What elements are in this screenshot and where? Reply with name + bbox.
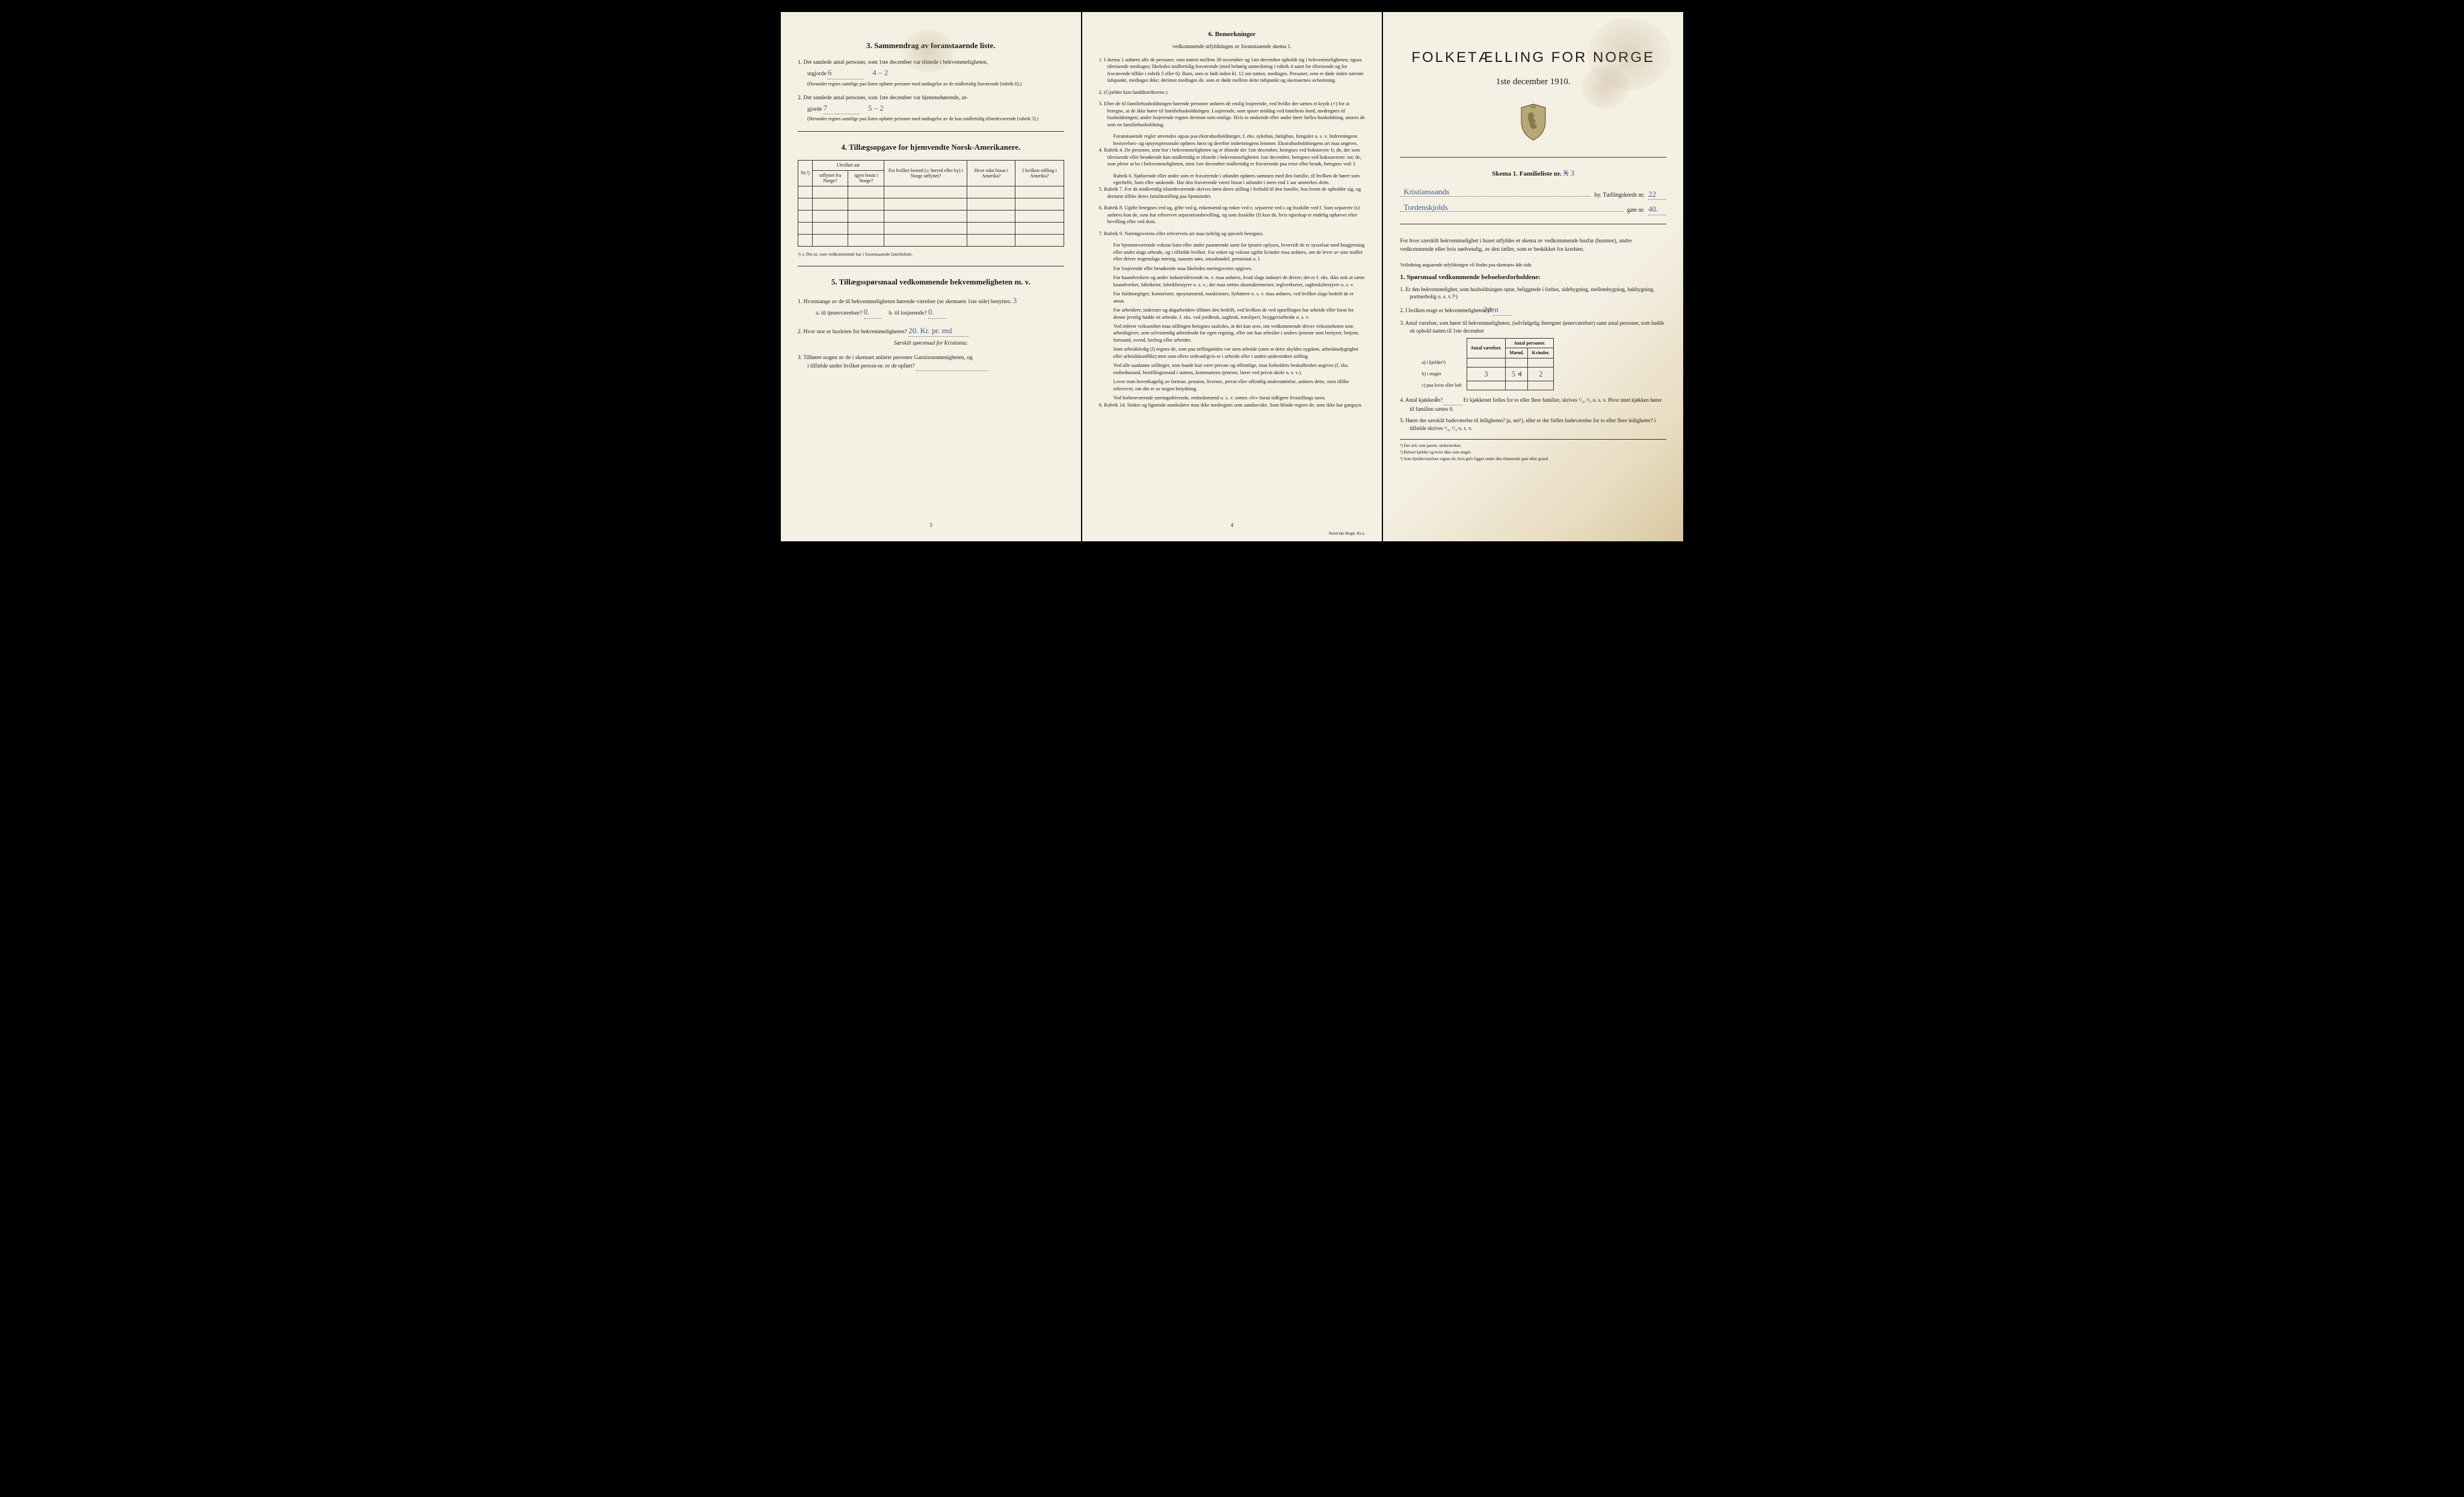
rooms-table: Antal værelser. Antal personer. Mænd. Kv… (1418, 338, 1554, 390)
section-6-sub: vedkommende utfyldningen av foranstaaend… (1099, 43, 1366, 51)
census-document: 3. Sammendrag av foranstaaende liste. 1.… (781, 12, 1683, 541)
section-6-heading: 6. Bemerkninger (1099, 30, 1366, 38)
paper-stain (901, 30, 955, 72)
page-number: 3 (781, 522, 1081, 529)
remarks-list: 1. I skema 1 anføres alle de personer, s… (1099, 57, 1366, 408)
sec5-q3: 3. Tilhører nogen av de i skemaet anført… (798, 354, 1064, 372)
sec3-item2: 2. Det samlede antal personer, som 1ste … (798, 94, 1064, 123)
divider (1400, 157, 1666, 158)
page-cover: FOLKETÆLLING FOR NORGE 1ste december 191… (1383, 12, 1683, 541)
page-number: 4 (1082, 522, 1382, 529)
page-4: 6. Bemerkninger vedkommende utfyldningen… (1082, 12, 1382, 541)
coat-of-arms-icon (1517, 103, 1550, 143)
sec5-q2: 2. Hvor stor er husleien for bekvemmelig… (798, 325, 1064, 348)
questions: 1. Er den bekvemmelighet, som husholdnin… (1400, 286, 1666, 432)
sec5-q1: 1. Hvormange av de til bekvemmeligheten … (798, 295, 1064, 319)
divider (798, 131, 1064, 132)
section-4-heading: 4. Tillægsopgave for hjemvendte Norsk-Am… (798, 143, 1064, 153)
footnotes: ¹) Det ord, som passer, understrekes. ²)… (1400, 439, 1666, 462)
intro-text: For hver særskilt bekvemmelighet i huset… (1400, 238, 1666, 254)
amerikanere-table: Nr.¹) I hvilket aar Fra hvilket bosted (… (798, 160, 1064, 247)
street-line: Tordenskjolds gate nr. 40. (1400, 204, 1666, 215)
skema-line: Skema 1. Familieliste nr. X 3 (1400, 168, 1666, 179)
paper-stain (1581, 66, 1629, 108)
section-5-heading: 5. Tillægsspørsmaal vedkommende bekvemme… (798, 277, 1064, 287)
sec1-heading: 1. Spørsmaal vedkommende beboelsesforhol… (1400, 273, 1666, 281)
intro-note: Veiledning angaaende utfyldningen vil fi… (1400, 262, 1666, 268)
sec4-footnote: ¹) ɔ: Det nr. som vedkommende har i fora… (798, 251, 1064, 257)
city-line: Kristianssands by. Tællingskreds nr. 22 (1400, 189, 1666, 200)
page-3: 3. Sammendrag av foranstaaende liste. 1.… (781, 12, 1081, 541)
printer-mark: Steen'ske Bogtr. Kr.a. (1329, 531, 1366, 536)
